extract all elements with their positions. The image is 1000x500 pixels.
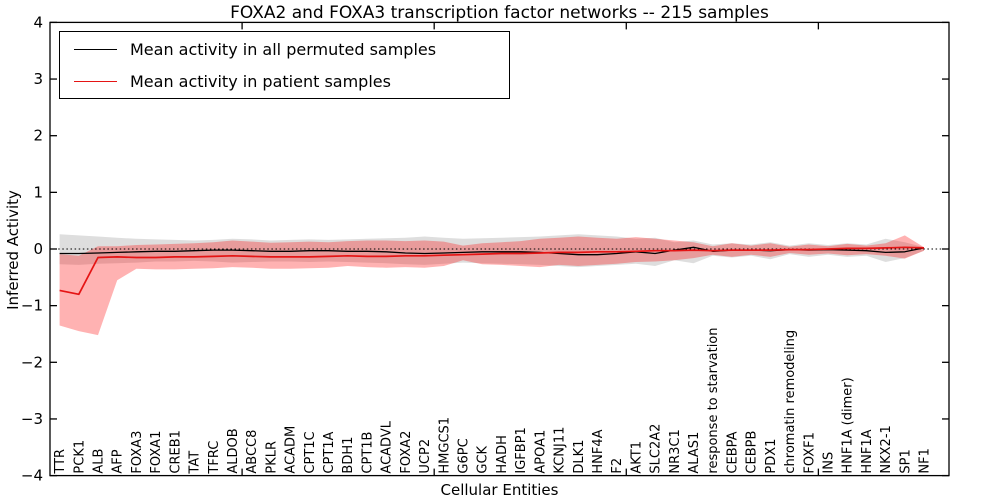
series-line-patient: [59, 246, 925, 296]
x-category-label: TAT: [188, 451, 203, 475]
x-category-label: F2: [610, 458, 625, 474]
x-category-label: KCNJ11: [553, 427, 568, 474]
x-category-label: ACADM: [284, 426, 299, 474]
legend-entry-patient: Mean activity in patient samples: [60, 67, 509, 95]
x-category-label: TTR: [53, 449, 68, 475]
y-axis-label: Inferred Activity: [4, 190, 22, 310]
x-category-label: SLC2A2: [649, 424, 664, 474]
x-category-label: ALAS1: [687, 432, 702, 474]
x-category-label: HMGCS1: [437, 417, 452, 474]
x-category-label: ALDOB: [226, 428, 241, 473]
legend: Mean activity in all permuted samples Me…: [59, 31, 510, 99]
legend-label-patient: Mean activity in patient samples: [130, 71, 391, 91]
x-category-label: FOXA2: [399, 431, 414, 474]
x-category-label: AFP: [111, 449, 126, 473]
x-category-label: ALB: [92, 449, 107, 474]
x-category-label: G6PC: [457, 438, 472, 473]
x-category-label: CPT1B: [361, 432, 376, 474]
x-axis-label: Cellular Entities: [440, 481, 559, 499]
y-tick-label: 2: [33, 127, 43, 145]
y-tick-label: −1: [21, 297, 43, 315]
y-tick-label: −2: [21, 353, 43, 371]
x-category-label: NF1: [918, 448, 933, 473]
x-category-label: INS: [822, 452, 837, 474]
x-category-label: PDX1: [764, 439, 779, 474]
y-tick-label: 3: [33, 70, 43, 88]
legend-entry-permuted: Mean activity in all permuted samples: [60, 35, 509, 63]
x-category-label: SP1: [898, 449, 913, 473]
x-category-label: TFRC: [207, 441, 222, 475]
x-category-label: HADH: [495, 435, 510, 473]
x-category-label: response to starvation: [706, 327, 721, 473]
x-category-label: ABCC8: [245, 430, 260, 474]
x-category-label: HNF1A: [860, 429, 875, 473]
x-category-label: chromatin remodeling: [783, 330, 798, 474]
x-category-label: FOXA1: [149, 431, 164, 474]
x-category-label: BDH1: [341, 437, 356, 474]
legend-line-patient-icon: [74, 80, 117, 82]
x-category-label: CPT1A: [322, 431, 337, 473]
x-category-label: APOA1: [533, 430, 548, 474]
y-tick-label: 4: [33, 13, 43, 31]
x-category-label: IGFBP1: [514, 427, 529, 473]
x-category-label: AKT1: [629, 441, 644, 474]
x-category-label: HNF4A: [591, 429, 606, 473]
y-tick-label: 0: [33, 240, 43, 258]
x-category-label: UCP2: [418, 439, 433, 474]
confidence-band-permuted: [59, 234, 925, 268]
x-category-label: CEBPB: [745, 431, 760, 474]
x-category-label: ACADVL: [380, 420, 395, 473]
x-category-label: PKLR: [264, 441, 279, 474]
x-category-label: DLK1: [572, 440, 587, 474]
x-category-label: FOXA3: [130, 431, 145, 474]
y-tick-label: −4: [21, 467, 43, 485]
confidence-band-patient: [59, 235, 925, 336]
x-category-label: PCK1: [72, 440, 87, 474]
legend-label-permuted: Mean activity in all permuted samples: [130, 39, 437, 59]
x-category-label: HNF1A (dimer): [841, 377, 856, 473]
x-category-label: CREB1: [168, 430, 183, 474]
x-category-label: CPT1C: [303, 431, 318, 473]
y-tick-label: −3: [21, 410, 43, 428]
x-category-label: FOXF1: [802, 432, 817, 474]
x-category-label: NKX2-1: [879, 425, 894, 473]
y-tick-label: 1: [33, 183, 43, 201]
chart-title: FOXA2 and FOXA3 transcription factor net…: [230, 3, 769, 23]
x-category-label: NR3C1: [668, 429, 683, 473]
legend-line-permuted-icon: [74, 48, 117, 50]
x-category-label: GCK: [476, 445, 491, 473]
x-category-label: CEBPA: [725, 431, 740, 473]
